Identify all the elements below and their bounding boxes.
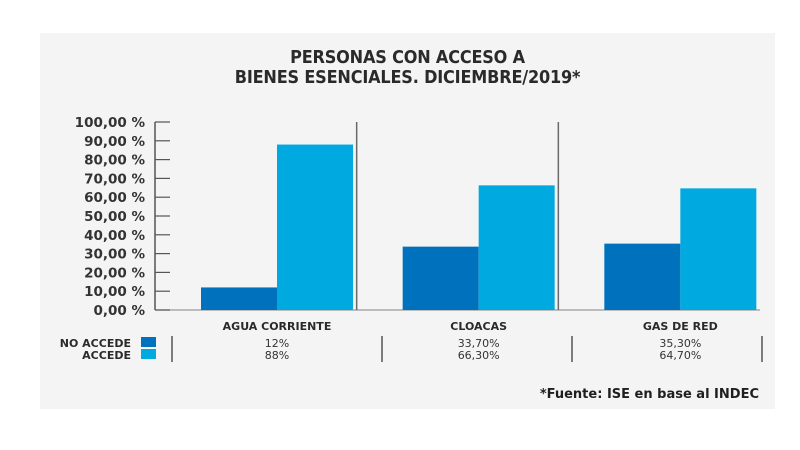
chart-title-line1: PERSONAS CON ACCESO A xyxy=(290,48,525,68)
data-label: 66,30% xyxy=(458,349,500,362)
bar-no-accede-agua-corriente xyxy=(201,287,277,310)
source-note: *Fuente: ISE en base al INDEC xyxy=(540,387,759,402)
legend-swatch xyxy=(141,337,156,347)
data-label: 64,70% xyxy=(659,349,701,362)
bar-accede-agua-corriente xyxy=(277,144,353,310)
y-tick-label: 80,00 % xyxy=(84,153,145,169)
y-tick-label: 30,00 % xyxy=(84,247,145,263)
legend-label: ACCEDE xyxy=(82,349,131,362)
y-tick-label: 70,00 % xyxy=(84,171,145,187)
data-label: 35,30% xyxy=(659,337,701,350)
y-tick-label: 100,00 % xyxy=(75,115,146,131)
legend-label: NO ACCEDE xyxy=(60,337,131,350)
bar-accede-cloacas xyxy=(478,185,555,310)
y-tick-label: 90,00 % xyxy=(84,134,145,150)
bar-no-accede-cloacas xyxy=(402,246,479,310)
bar-no-accede-gas-de-red xyxy=(604,243,681,310)
y-tick-label: 60,00 % xyxy=(84,190,145,206)
category-label: AGUA CORRIENTE xyxy=(223,320,332,333)
bar-accede-gas-de-red xyxy=(680,188,757,310)
y-tick-label: 20,00 % xyxy=(84,265,145,281)
category-label: CLOACAS xyxy=(450,320,507,333)
chart-title-line2: BIENES ESENCIALES. DICIEMBRE/2019* xyxy=(234,68,581,88)
y-tick-label: 50,00 % xyxy=(84,209,145,225)
chart-title: PERSONAS CON ACCESO A BIENES ESENCIALES.… xyxy=(69,48,745,88)
data-label: 88% xyxy=(265,349,289,362)
y-tick-label: 40,00 % xyxy=(84,228,145,244)
y-tick-label: 0,00 % xyxy=(93,303,145,319)
category-label: GAS DE RED xyxy=(643,320,718,333)
y-tick-label: 10,00 % xyxy=(84,284,145,300)
chart-card xyxy=(40,33,775,409)
data-label: 12% xyxy=(265,337,289,350)
data-label: 33,70% xyxy=(458,337,500,350)
legend-swatch xyxy=(141,349,156,359)
